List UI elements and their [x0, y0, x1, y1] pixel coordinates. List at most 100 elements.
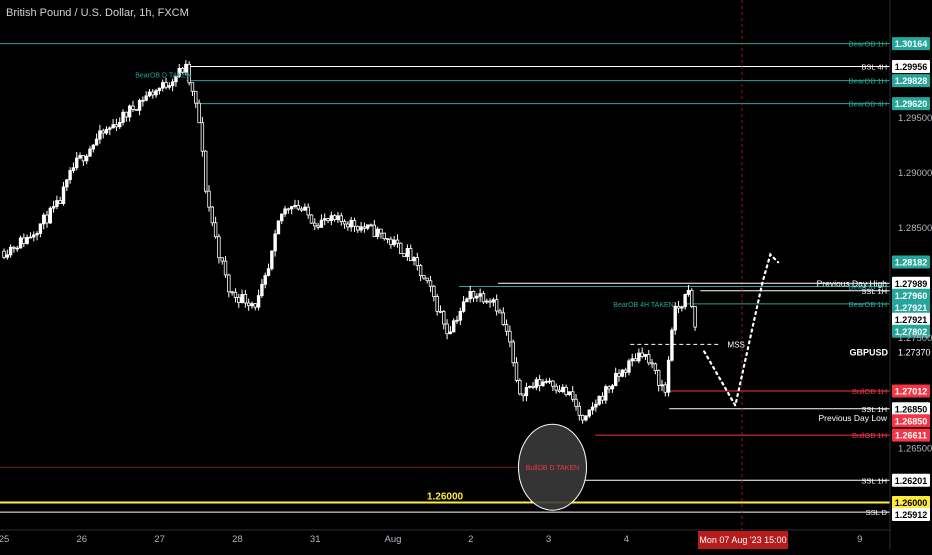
candle-body — [180, 67, 185, 73]
candle-body — [584, 415, 588, 421]
candle-body — [164, 82, 168, 88]
candle-body — [22, 237, 26, 244]
candle-body — [203, 150, 208, 192]
level-label: SSL 1H — [861, 405, 887, 414]
candle-body — [134, 108, 138, 111]
candle-body — [339, 215, 343, 222]
level-label: BearOB 1H — [849, 40, 887, 49]
candle-body — [306, 206, 310, 216]
candle-body — [458, 310, 462, 321]
level-label: SSL 1H — [861, 287, 887, 296]
candle-body — [408, 248, 413, 262]
candle-body — [217, 236, 221, 259]
price-tag — [892, 276, 930, 290]
candle-body — [623, 369, 628, 373]
candle-body — [323, 218, 327, 221]
price-tag-label: 1.26850 — [895, 404, 928, 414]
candle-body — [332, 215, 337, 220]
date-tag-label: Mon 07 Aug '23 15:00 — [699, 535, 786, 545]
candle-body — [643, 354, 648, 357]
price-tag-label: 1.30164 — [895, 39, 928, 49]
candle-body — [280, 213, 284, 222]
candle-body — [38, 223, 43, 234]
candle-body — [445, 323, 449, 335]
candle-body — [488, 300, 492, 303]
candle-body — [481, 293, 486, 303]
candle-body — [610, 385, 615, 390]
y-tick-label: 1.29000 — [898, 168, 932, 179]
candle-body — [577, 405, 582, 416]
date-tag — [698, 531, 788, 549]
candle-body — [121, 111, 125, 123]
candle-body — [127, 105, 132, 118]
candle-body — [237, 296, 241, 303]
candle-body — [220, 257, 224, 262]
candle-body — [154, 90, 158, 96]
price-tag-label: 1.26850 — [895, 416, 928, 426]
candle-body — [494, 299, 499, 312]
candle-body — [303, 206, 307, 211]
candle-body — [650, 362, 654, 365]
candle-body — [270, 250, 274, 270]
candle-body — [296, 205, 300, 210]
candle-body — [45, 214, 49, 224]
candle-body — [227, 274, 231, 293]
candle-body — [94, 138, 99, 146]
candle-body — [55, 200, 59, 207]
candle-body — [637, 352, 641, 362]
price-tag-label: 1.29956 — [895, 62, 928, 72]
candle-body — [15, 247, 19, 250]
price-tag — [892, 414, 930, 428]
price-tag — [892, 507, 930, 521]
y-tick-label: 1.29500 — [898, 113, 932, 124]
candle-body — [293, 205, 297, 207]
candle-body — [240, 294, 244, 303]
y-tick-label: 1.27500 — [898, 333, 932, 344]
candle-body — [508, 330, 512, 343]
candle-body — [5, 254, 10, 258]
candle-body — [316, 225, 320, 228]
level-label: SSL D — [866, 508, 888, 517]
candle-body — [28, 236, 33, 239]
candle-body — [266, 268, 271, 276]
price-tag — [892, 428, 930, 442]
candle-body — [346, 223, 350, 228]
candle-body — [243, 294, 248, 304]
candle-body — [554, 385, 558, 391]
price-tag-label: 1.27960 — [895, 291, 928, 301]
price-tag-label: 1.27921 — [895, 315, 928, 325]
candle-body — [260, 283, 264, 297]
candle-body — [177, 67, 181, 77]
candle-body — [656, 370, 661, 386]
candle-body — [399, 242, 403, 255]
x-tick-label: 3 — [546, 534, 551, 545]
candle-body — [75, 157, 79, 169]
candle-body — [8, 246, 13, 256]
x-tick-label: 26 — [77, 534, 88, 545]
candle-body — [389, 238, 393, 246]
candle-body — [468, 290, 472, 300]
candle-body — [147, 91, 152, 97]
candle-body — [630, 358, 634, 362]
price-tag-label: 1.29620 — [895, 99, 928, 109]
candle-body — [448, 331, 453, 335]
candle-body — [432, 285, 436, 297]
x-tick-label: Aug — [385, 534, 402, 545]
annotation-bullob-d-taken: BullOB D TAKEN — [526, 465, 579, 472]
candle-body — [137, 100, 142, 111]
candle-body — [263, 275, 267, 285]
annotation-mss: MSS — [728, 340, 745, 349]
level-label: BearOB 1H — [849, 282, 887, 291]
candle-body — [491, 299, 496, 303]
candle-body — [61, 186, 66, 204]
candle-body — [187, 63, 191, 84]
candle-body — [58, 200, 62, 204]
price-tag-label: 1.26201 — [895, 476, 928, 486]
price-tag-label: 1.27921 — [895, 303, 928, 313]
candle-body — [375, 228, 380, 237]
candle-body — [435, 296, 439, 312]
candle-body — [680, 306, 684, 309]
